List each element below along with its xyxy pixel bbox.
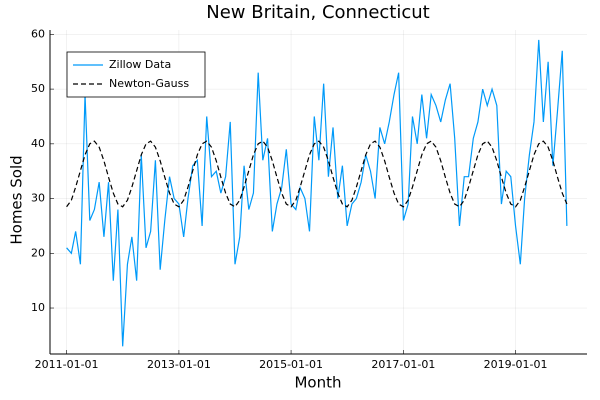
legend-label: Zillow Data bbox=[109, 58, 171, 71]
legend-label: Newton-Gauss bbox=[109, 77, 189, 90]
y-tick-label: 40 bbox=[31, 137, 45, 150]
x-tick-label: 2015-01-01 bbox=[259, 358, 323, 371]
data-line bbox=[66, 39, 568, 347]
y-tick-label: 10 bbox=[31, 301, 45, 314]
y-axis-label: Homes Sold bbox=[8, 155, 26, 244]
y-tick-label: 60 bbox=[31, 27, 45, 40]
x-tick-label: 2017-01-01 bbox=[371, 358, 435, 371]
chart-title: New Britain, Connecticut bbox=[206, 2, 429, 23]
x-axis-label: Month bbox=[294, 374, 341, 392]
x-tick-label: 2013-01-01 bbox=[147, 358, 211, 371]
legend: Zillow Data Newton-Gauss bbox=[66, 51, 206, 98]
y-tick-label: 50 bbox=[31, 82, 45, 95]
y-tick-label: 30 bbox=[31, 192, 45, 205]
x-tick-label: 2019-01-01 bbox=[484, 358, 548, 371]
legend-box bbox=[66, 51, 206, 98]
y-tick-label: 20 bbox=[31, 246, 45, 259]
x-tick-label: 2011-01-01 bbox=[35, 358, 99, 371]
data-line bbox=[66, 140, 568, 208]
